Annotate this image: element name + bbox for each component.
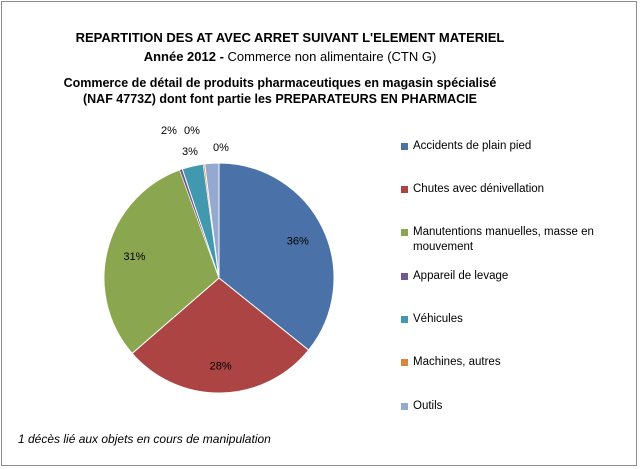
legend-label: Appareil de levage [413, 270, 509, 282]
data-label-4: 0% [213, 142, 229, 154]
subtitle-year: Année 2012 [143, 49, 216, 64]
pie-slice-3 [103, 169, 220, 355]
subtitle-sector: Commerce non alimentaire (CTN G) [227, 49, 437, 64]
legend-label: Manutentions manuelles, masse en mouveme… [413, 226, 594, 253]
legend-label: Machines, autres [413, 356, 501, 368]
description-line-1: Commerce de détail de produits pharmaceu… [63, 76, 497, 90]
pie-slice-2 [131, 277, 310, 394]
legend-swatch [401, 316, 408, 323]
description-line-2: (NAF 4773Z) dont font partie les PREPARA… [82, 92, 477, 106]
legend-label: Outils [413, 400, 443, 412]
legend-swatch [401, 273, 408, 280]
legend-swatch [401, 403, 408, 410]
legend-swatch [401, 229, 408, 236]
data-label-3: 31% [123, 251, 145, 263]
pie-slice-7 [204, 162, 220, 279]
data-label-7: 2% [161, 125, 177, 137]
chart-subtitle: Année 2012 - Commerce non alimentaire (C… [0, 49, 580, 64]
data-label-6: 0% [184, 125, 200, 137]
chart-description: Commerce de détail de produits pharmaceu… [0, 75, 560, 107]
footnote: 1 décès lié aux objets en cours de manip… [18, 432, 271, 446]
subtitle-separator: - [215, 49, 228, 64]
data-label-5: 3% [182, 146, 198, 158]
legend-swatch [401, 143, 408, 150]
legend-label: Chutes avec dénivellation [413, 183, 545, 195]
legend-label: Véhicules [413, 313, 463, 325]
legend-swatch [401, 186, 408, 193]
legend-swatch [401, 359, 408, 366]
data-label-1: 36% [287, 235, 309, 247]
data-label-2: 28% [210, 360, 232, 372]
legend-label: Accidents de plain pied [413, 140, 532, 152]
pie-slice-1 [218, 162, 335, 351]
chart-title: REPARTITION DES AT AVEC ARRET SUIVANT L'… [75, 30, 505, 45]
